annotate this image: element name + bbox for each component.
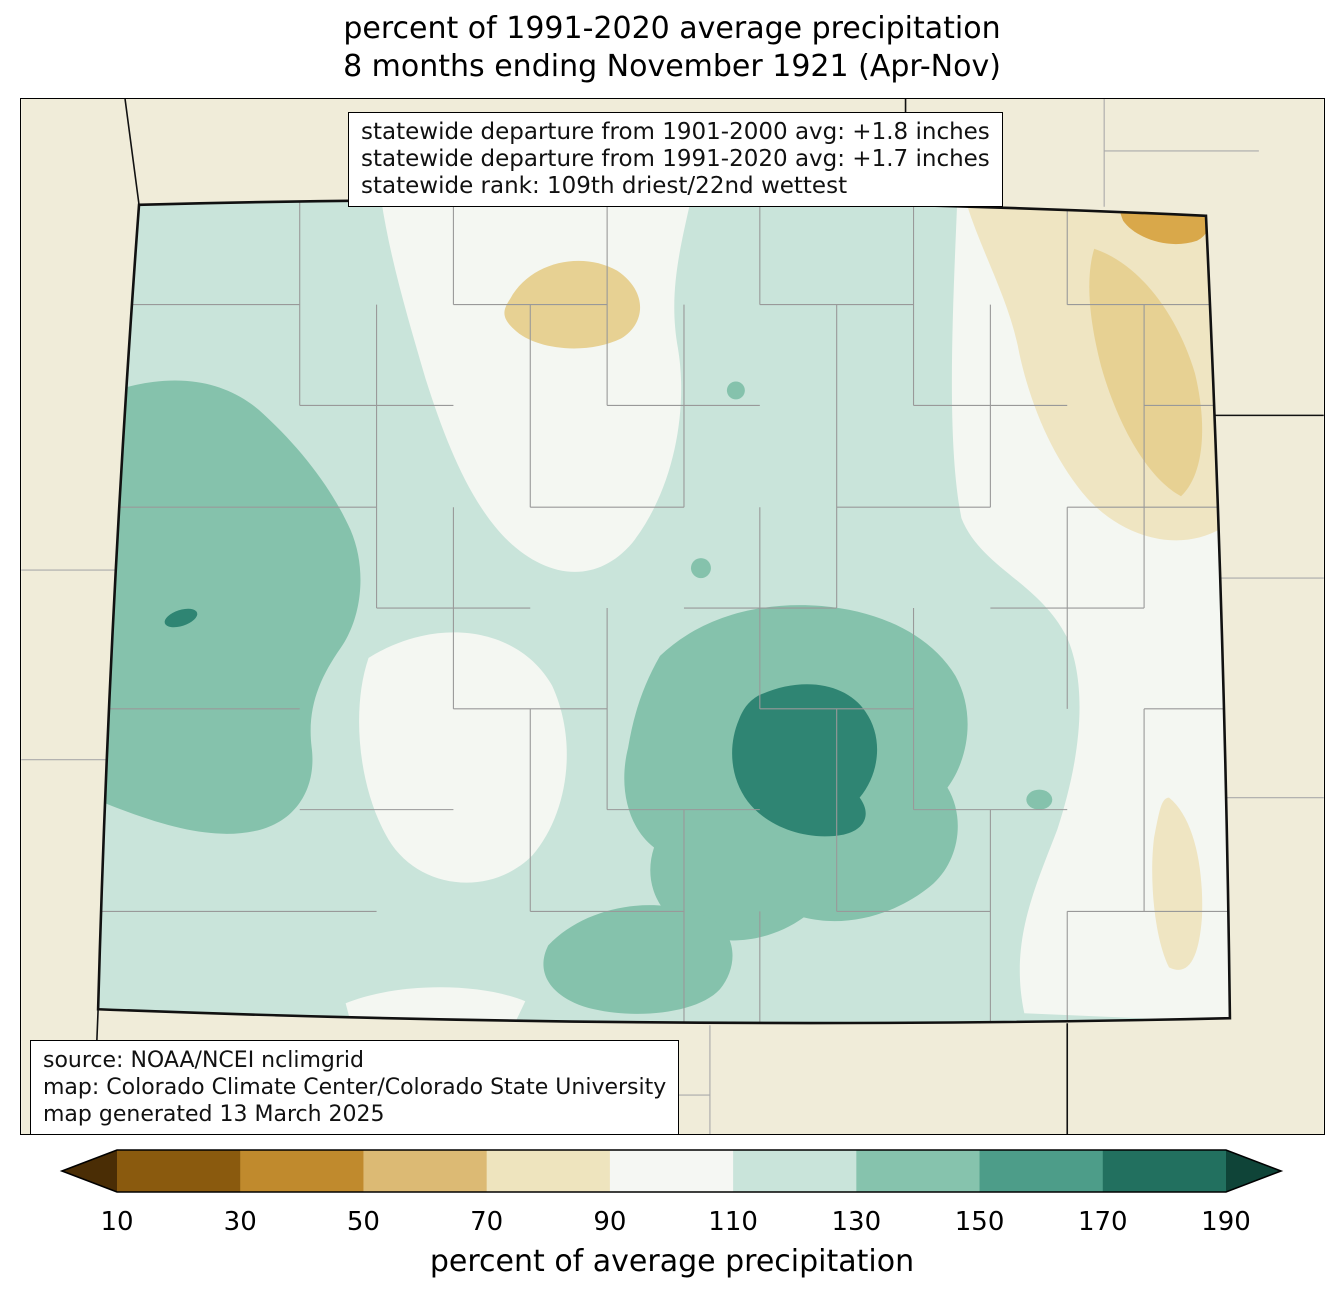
- colorbar-tick-label: 10: [100, 1207, 133, 1237]
- colorbar-tick-label: 130: [832, 1207, 882, 1237]
- colorbar-label: percent of average precipitation: [429, 1244, 915, 1279]
- colorbar-segment: [733, 1150, 857, 1192]
- map-credit-line: map: Colorado Climate Center/Colorado St…: [43, 1075, 667, 1100]
- region-150-170-central: [732, 684, 878, 837]
- colorado-fill-layers: [98, 199, 1230, 1024]
- colorbar-outline: [59, 1149, 1284, 1193]
- stats-line-1901-2000: statewide departure from 1901-2000 avg: …: [361, 119, 990, 145]
- colorbar-segment: [363, 1150, 488, 1192]
- colorbar-under-arrow: [62, 1150, 117, 1192]
- colorbar-tick-label: 30: [224, 1207, 257, 1237]
- region-90-110-central-west: [359, 632, 567, 883]
- colorbar-tick-label: 150: [955, 1207, 1005, 1237]
- colorbar-tick-label: 70: [470, 1207, 503, 1237]
- source-line: source: NOAA/NCEI nclimgrid: [43, 1048, 364, 1073]
- colorado-map-svg: [21, 99, 1324, 1134]
- colorbar-tick-label: 50: [347, 1207, 380, 1237]
- colorbar-segment: [486, 1150, 611, 1192]
- colorbar-segment: [117, 1150, 241, 1192]
- region-130-150-dot-3: [1026, 789, 1053, 810]
- region-130-150-south: [543, 905, 733, 1014]
- generated-date-line: map generated 13 March 2025: [43, 1102, 385, 1127]
- colorbar-tick-label: 190: [1201, 1207, 1251, 1237]
- stats-line-rank: statewide rank: 109th driest/22nd wettes…: [361, 173, 848, 199]
- county-lines-horizontal: [98, 304, 1230, 912]
- colorbar-svg: 10 30 50 70 90 110 130 150 170 190: [59, 1149, 1284, 1237]
- region-130-150-west: [106, 380, 361, 834]
- region-130-150-dot-1: [726, 381, 745, 400]
- colorbar-over-arrow: [1226, 1150, 1281, 1192]
- statewide-stats-box: statewide departure from 1901-2000 avg: …: [348, 112, 1003, 207]
- region-130-150-dot-2: [690, 558, 711, 579]
- colorbar-tick-label: 110: [708, 1207, 758, 1237]
- colorbar-tick-label: 170: [1078, 1207, 1128, 1237]
- colorbar-segment: [609, 1150, 734, 1192]
- colorbar-segment: [979, 1150, 1104, 1192]
- page-title-line2: 8 months ending November 1921 (Apr-Nov): [343, 49, 1001, 84]
- precipitation-map: [20, 98, 1325, 1135]
- colorbar-tick-label: 90: [593, 1207, 626, 1237]
- page-title: percent of 1991-2020 average precipitati…: [0, 10, 1344, 86]
- colorbar-segment: [856, 1150, 981, 1192]
- colorbar: 10 30 50 70 90 110 130 150 170 190: [0, 1146, 1344, 1242]
- page-title-line1: percent of 1991-2020 average precipitati…: [343, 11, 1001, 46]
- region-70-90-east-streak: [1152, 797, 1203, 970]
- colorbar-segment: [240, 1150, 364, 1192]
- stats-line-1991-2020: statewide departure from 1991-2020 avg: …: [361, 146, 990, 172]
- colorbar-segment: [1102, 1150, 1227, 1192]
- region-50-70-northeast-band: [1089, 248, 1203, 497]
- region-150-170-west-spot: [164, 608, 198, 628]
- region-90-110-south-strip: [345, 987, 526, 1023]
- source-attribution-box: source: NOAA/NCEI nclimgrid map: Colorad…: [30, 1040, 680, 1135]
